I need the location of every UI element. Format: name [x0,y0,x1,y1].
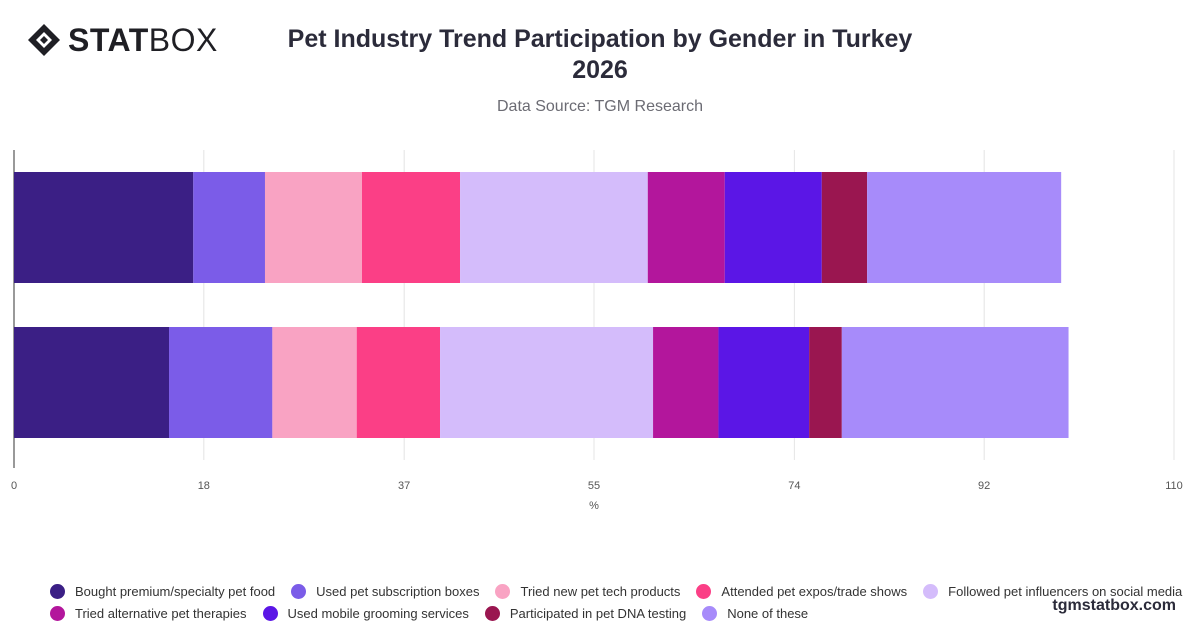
legend-label: Followed pet influencers on social media [948,583,1183,599]
legend-item[interactable]: Followed pet influencers on social media [923,583,1183,599]
bar-segment-bought-premium-specialty-pet-food [14,327,170,438]
bar-segment-attended-pet-expos-trade-shows [356,327,441,438]
legend-swatch [291,583,307,599]
stacked-bar-chart: 0 18 37 55 74 92 110% [11,150,1183,512]
legend-item[interactable]: Bought premium/specialty pet food [50,583,276,599]
legend-swatch [50,583,65,599]
bar-segment-tried-new-pet-tech-products [264,172,362,283]
chart-title: Pet Industry Trend Participation by Gend… [240,24,960,86]
legend-item[interactable]: Participated in pet DNA testing [484,605,687,621]
legend-item[interactable]: Used mobile grooming services [262,605,469,621]
logo-wordmark: STATBOX [68,22,218,58]
bar-segment-followed-pet-influencers-on-social-media [440,327,654,438]
legend-swatch [923,583,939,599]
bar-segment-tried-alternative-pet-therapies [647,172,725,283]
chart-subtitle: Data Source: TGM Research [496,98,703,115]
legend-label: Bought premium/specialty pet food [75,583,276,599]
chart-header: Pet Industry Trend Participation by Gend… [240,24,960,116]
legend-label: None of these [727,605,809,621]
bar-segment-tried-new-pet-tech-products [272,327,357,438]
legend-row: Tried alternative pet therapies Used mobi… [50,602,1190,624]
legend-swatch [702,605,718,621]
bar-segment-used-mobile-grooming-services [724,172,822,283]
legend-swatch [495,583,511,599]
bar-segment-participated-in-pet-dna-testing [821,172,868,283]
legend-label: Used pet subscription boxes [316,583,480,599]
legend-swatch [50,605,65,621]
legend-row: Bought premium/specialty pet food Used pe… [50,580,1190,602]
statbox-diamond-icon [28,24,60,56]
x-tick-label: 0 [11,480,17,492]
legend-item[interactable]: Tried new pet tech products [495,583,681,599]
legend-item[interactable]: Used pet subscription boxes [291,583,480,599]
bar-segment-used-mobile-grooming-services [718,327,810,438]
bar-segment-bought-premium-specialty-pet-food [14,172,194,283]
chart-title-line1: Pet Industry Trend Participation by Gend… [287,25,913,53]
legend-item[interactable]: None of these [702,605,809,621]
bar-segment-none-of-these [867,172,1062,283]
x-tick-label: 55 [588,480,600,492]
legend-item[interactable]: Tried alternative pet therapies [50,605,247,621]
legend-item[interactable]: Attended pet expos/trade shows [696,583,908,599]
legend-label: Attended pet expos/trade shows [721,583,908,599]
statbox-logo: STATBOX [26,22,218,58]
legend-swatch [262,605,278,621]
legend-swatch [484,605,500,621]
legend-swatch [696,583,712,599]
x-tick-label: 74 [788,480,800,492]
bar-segment-used-pet-subscription-boxes [169,327,273,438]
bar-segment-tried-alternative-pet-therapies [653,327,719,438]
legend-label: Participated in pet DNA testing [509,605,687,621]
bar-segment-used-pet-subscription-boxes [193,172,265,283]
chart-title-line2: 2026 [572,56,628,84]
x-tick-label: 37 [398,480,410,492]
x-tick-label: 92 [978,480,990,492]
bar-segment-none-of-these [841,327,1069,438]
x-axis-label: % [589,500,599,512]
x-tick-label: 18 [198,480,210,492]
legend-label: Tried alternative pet therapies [75,605,247,621]
legend-label: Tried new pet tech products [520,583,681,599]
brand-footer: tgmstatbox.com [1052,597,1176,614]
bar-segment-attended-pet-expos-trade-shows [362,172,461,283]
bar-segment-followed-pet-influencers-on-social-media [460,172,648,283]
legend-label: Used mobile grooming services [287,605,469,621]
x-tick-label: 110 [1165,480,1183,492]
bar-segment-participated-in-pet-dna-testing [809,327,842,438]
chart-legend: Bought premium/specialty pet food Used pe… [50,580,1190,624]
